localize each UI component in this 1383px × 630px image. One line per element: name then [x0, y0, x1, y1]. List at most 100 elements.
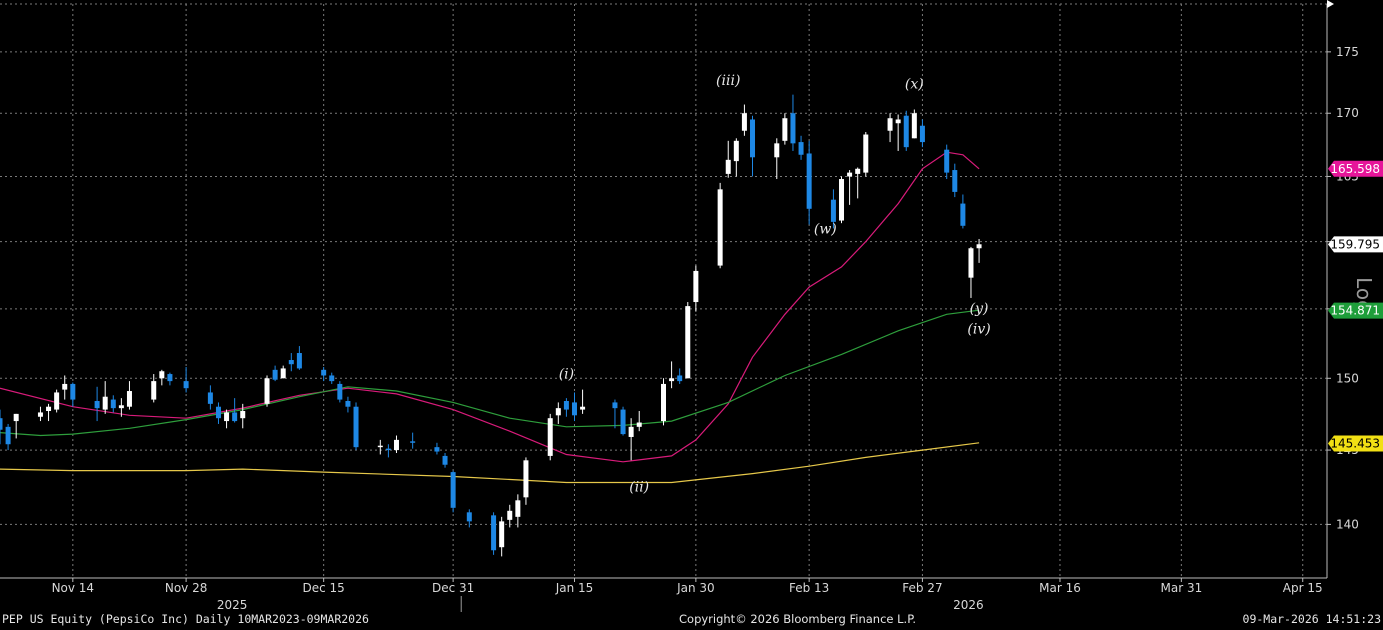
price-tag-label: 145.453 — [1330, 436, 1380, 450]
candle-body — [0, 418, 3, 430]
candle — [240, 403, 246, 429]
candle-body — [863, 134, 869, 173]
candle — [741, 104, 747, 136]
candle-body — [183, 381, 189, 389]
candle-body — [442, 455, 448, 465]
candle-body — [847, 172, 853, 177]
candle — [555, 402, 561, 424]
candle-body — [830, 199, 836, 222]
candle-body — [798, 142, 804, 155]
candle-body — [410, 441, 416, 443]
candle-body — [240, 411, 246, 419]
candle — [353, 402, 359, 451]
candle-body — [952, 170, 958, 192]
candle-body — [571, 402, 577, 416]
candle — [110, 395, 116, 413]
candle-body — [37, 412, 43, 417]
candle — [847, 170, 853, 205]
candle-body — [110, 399, 116, 409]
candle — [224, 409, 230, 429]
candle-body — [353, 406, 359, 448]
y-tick-label: 175 — [1336, 45, 1359, 59]
candle — [960, 194, 966, 229]
y-tick-label: 150 — [1336, 371, 1359, 385]
candle-body — [855, 168, 861, 174]
candle-body — [790, 113, 796, 144]
candlestick-chart: (i) (ii) (iii) (w) (x) (y) (iv) 14014515015516… — [0, 0, 1383, 612]
candles — [0, 94, 982, 557]
wave-label: (x) — [905, 76, 924, 92]
candle-body — [296, 353, 302, 369]
candle-body — [280, 368, 286, 379]
candle — [215, 402, 221, 424]
y-tick-label: 140 — [1336, 517, 1359, 531]
wave-label: (ii) — [629, 479, 649, 495]
candle-body — [741, 113, 747, 131]
candle — [750, 115, 756, 177]
candle-body — [5, 426, 11, 445]
candle-body — [126, 391, 132, 407]
candle-body — [750, 119, 756, 158]
candle — [790, 94, 796, 151]
candle-body — [903, 115, 909, 148]
candle — [571, 392, 577, 422]
candle-body — [685, 306, 691, 379]
y-axis-arrow — [1327, 0, 1334, 8]
candle-body — [499, 521, 505, 548]
price-tag-label: 159.795 — [1330, 237, 1380, 251]
wave-label: (y) — [970, 301, 989, 317]
candle — [919, 119, 925, 148]
candle — [385, 444, 391, 458]
candle — [37, 406, 43, 422]
price-tag-box — [1328, 160, 1383, 177]
candle — [232, 398, 238, 423]
candle-body — [620, 409, 626, 435]
candle-body — [774, 143, 780, 158]
candle — [628, 418, 634, 461]
candle — [693, 265, 699, 312]
candle — [774, 138, 780, 180]
candle — [968, 246, 974, 298]
candle — [863, 132, 869, 177]
candle — [450, 470, 456, 513]
candle — [523, 457, 529, 505]
candle-body — [555, 408, 561, 416]
candle — [895, 114, 901, 151]
candle — [296, 346, 302, 370]
candle-body — [960, 203, 966, 226]
footer-timestamp: 09-Mar-2026 14:51:23 — [1242, 612, 1381, 626]
candle — [669, 361, 675, 389]
candle-body — [345, 400, 351, 407]
candle — [377, 439, 383, 455]
candle — [547, 413, 553, 461]
moving-average-line-3 — [0, 442, 980, 484]
price-tag-label: 154.871 — [1330, 304, 1380, 318]
candle — [151, 374, 157, 403]
footer-copyright: Copyright© 2026 Bloomberg Finance L.P. — [679, 612, 916, 626]
price-tag-box — [1328, 435, 1383, 452]
year-label: 2025 — [217, 598, 248, 612]
x-tick-label: Jan 30 — [676, 581, 715, 595]
candle-body — [677, 375, 683, 382]
candle-body — [264, 378, 270, 404]
candle — [272, 365, 278, 382]
candle-body — [232, 412, 238, 422]
moving-average-line-2 — [0, 309, 980, 437]
x-tick-label: Feb 13 — [789, 581, 829, 595]
candle — [636, 411, 642, 432]
candle-body — [434, 447, 440, 452]
candle-body — [944, 149, 950, 173]
candle-body — [636, 422, 642, 427]
grid — [0, 3, 1327, 578]
moving-average-line-1 — [0, 151, 980, 463]
candle-body — [507, 510, 513, 520]
candle-body — [207, 392, 213, 404]
candle — [839, 176, 845, 224]
candle-body — [321, 369, 327, 376]
candle-body — [288, 360, 294, 365]
candle — [507, 504, 513, 528]
candle-body — [118, 405, 124, 409]
candle-body — [46, 406, 52, 412]
candle-body — [919, 125, 925, 143]
